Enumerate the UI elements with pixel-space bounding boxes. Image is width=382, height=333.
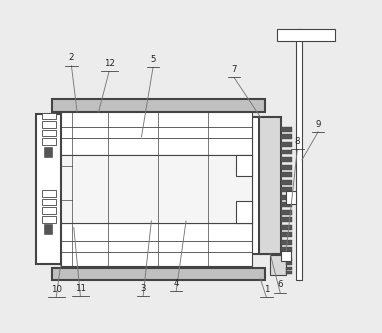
Bar xyxy=(281,142,292,147)
Bar xyxy=(277,29,335,41)
Bar xyxy=(286,271,292,274)
Bar xyxy=(281,217,292,222)
Bar xyxy=(281,127,292,132)
Text: 8: 8 xyxy=(295,137,300,146)
Bar xyxy=(259,117,281,254)
Bar xyxy=(61,112,252,155)
Bar xyxy=(236,201,252,223)
Bar xyxy=(296,29,302,280)
Bar xyxy=(42,190,56,197)
Bar xyxy=(42,113,56,119)
Bar xyxy=(236,155,252,176)
Bar xyxy=(281,210,292,215)
Bar xyxy=(270,255,286,275)
Bar xyxy=(281,240,292,245)
Text: 11: 11 xyxy=(75,284,86,293)
Bar xyxy=(286,258,292,261)
Bar xyxy=(281,225,292,230)
Bar xyxy=(281,179,292,184)
Bar xyxy=(281,251,291,261)
Bar xyxy=(44,224,52,234)
Text: 5: 5 xyxy=(150,55,156,64)
Bar xyxy=(281,157,292,162)
Bar xyxy=(281,195,292,200)
Text: 6: 6 xyxy=(277,280,283,289)
Bar xyxy=(281,202,292,207)
Bar xyxy=(61,223,252,265)
Bar xyxy=(281,150,292,155)
Bar xyxy=(42,121,56,128)
Bar xyxy=(52,100,265,112)
Bar xyxy=(42,130,56,137)
Text: 1: 1 xyxy=(264,285,269,294)
Bar xyxy=(286,262,292,265)
Bar xyxy=(252,117,269,254)
Bar xyxy=(44,147,52,157)
Bar xyxy=(42,207,56,214)
Text: 7: 7 xyxy=(231,65,237,74)
Text: 4: 4 xyxy=(173,279,179,288)
Bar xyxy=(61,155,252,223)
Text: 2: 2 xyxy=(69,54,74,63)
Text: 10: 10 xyxy=(51,285,62,294)
Text: 3: 3 xyxy=(140,284,146,293)
Bar xyxy=(281,187,292,192)
Text: 12: 12 xyxy=(104,59,115,68)
Bar xyxy=(42,216,56,223)
Bar xyxy=(42,199,56,205)
Bar xyxy=(286,266,292,269)
Bar xyxy=(52,268,265,280)
Bar xyxy=(42,139,56,145)
Bar xyxy=(281,135,292,140)
Text: 9: 9 xyxy=(316,120,321,129)
Bar xyxy=(36,114,61,264)
Bar xyxy=(281,172,292,177)
Bar xyxy=(286,190,296,204)
Bar xyxy=(281,247,292,252)
Bar xyxy=(281,165,292,169)
Bar xyxy=(281,232,292,237)
